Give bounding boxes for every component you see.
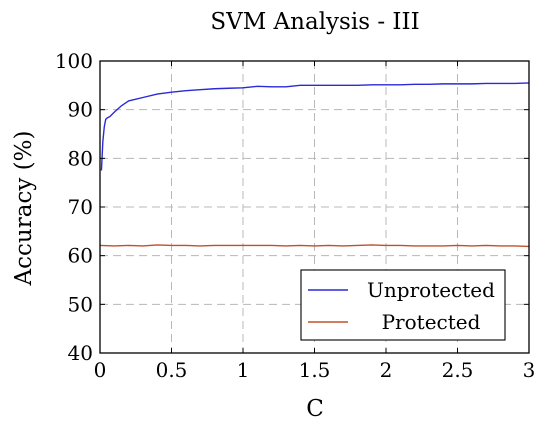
y-axis-label: Accuracy (%): [11, 131, 37, 287]
y-tick-label: 50: [68, 292, 93, 316]
legend-box: [300, 269, 506, 341]
chart-title: SVM Analysis - III: [210, 9, 419, 35]
x-tick-label: 2.5: [442, 358, 474, 382]
y-tick-label: 100: [55, 49, 93, 73]
x-axis-label: C: [306, 396, 324, 422]
x-tick-label: 0: [94, 358, 107, 382]
series-line-unprotected: [100, 82, 530, 171]
legend-label-protected: Protected: [382, 310, 481, 334]
tick-layer: 0 0.5 1 1.5 2 2.5 3 40 50 60 70 80 90 100: [55, 49, 536, 382]
legend-label-unprotected: Unprotected: [367, 278, 495, 302]
x-tick-label: 1.5: [299, 358, 331, 382]
x-tick-label: 2: [380, 358, 393, 382]
x-tick-label: 3: [523, 358, 536, 382]
x-tick-label: 1: [237, 358, 250, 382]
series-layer: [99, 82, 530, 248]
series-line-protected: [99, 244, 530, 248]
y-tick-label: 60: [68, 244, 93, 268]
y-tick-label: 70: [68, 195, 93, 219]
y-tick-label: 40: [68, 341, 93, 365]
y-tick-label: 80: [68, 146, 93, 170]
legend: Unprotected Protected: [300, 269, 506, 341]
x-tick-label: 0.5: [156, 358, 188, 382]
y-tick-label: 90: [68, 98, 93, 122]
